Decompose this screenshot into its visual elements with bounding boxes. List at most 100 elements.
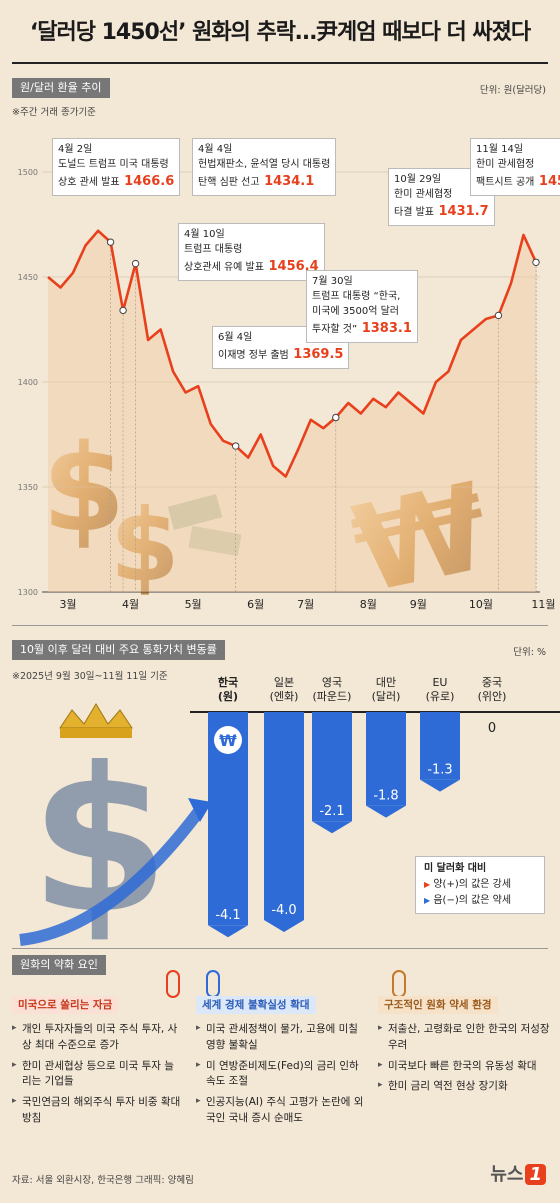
legend-positive-text: 양(+)의 값은 강세 <box>433 879 512 890</box>
annotation-date: 11월 14일 <box>476 144 524 155</box>
decorative-currency-art: $ $ ₩ <box>42 420 500 620</box>
factor-list-1: 개인 투자자들의 미국 주식 투자, 사상 최대 수준으로 증가 한미 관세협상… <box>12 1022 182 1132</box>
annotation-value: 1466.6 <box>119 174 175 189</box>
bar <box>264 712 304 920</box>
category-label: EU (유로) <box>425 676 455 703</box>
factor-item: 미국 관세정책이 물가, 고용에 미칠 영향 불확실 <box>196 1022 368 1054</box>
series-area <box>48 230 536 593</box>
annotation-value: 1431.7 <box>433 204 489 219</box>
x-tick-label: 6월 <box>247 598 264 611</box>
annotation-date: 4월 4일 <box>198 144 233 155</box>
bar-value-label: 0 <box>488 721 496 736</box>
bar-value-label: -4.0 <box>271 903 296 918</box>
bar-arrowhead <box>208 925 248 938</box>
data-point <box>131 259 140 268</box>
annotation-text: 상호 관세 발표 1466.6 <box>58 174 175 189</box>
y-tick-label: 1400 <box>18 378 38 387</box>
annotation-text: 미국에 3500억 달러 <box>312 306 400 317</box>
annotation-text: 탄핵 심판 선고 1434.1 <box>198 174 315 189</box>
bar-value-label: -4.1 <box>215 908 240 923</box>
change-unit: 단위: % <box>513 647 546 658</box>
change-note: ※2025년 9월 30일~11월 11일 기준 <box>12 671 168 682</box>
svg-text:₩: ₩ <box>342 458 500 620</box>
bar-value-label: -1.8 <box>373 789 398 804</box>
annotation-value: 1383.1 <box>357 321 412 336</box>
annotation-date: 6월 4일 <box>218 332 253 343</box>
annotation-value: 1434.1 <box>259 174 315 189</box>
section-label-rate: 원/달러 환율 추이 <box>12 78 110 98</box>
annotation-date: 10월 29일 <box>394 174 442 185</box>
factor-head-1: 미국으로 쏠리는 자금 <box>12 996 119 1014</box>
factor-head-3: 구조적인 원화 약세 환경 <box>378 996 498 1014</box>
annotation-date: 4월 10일 <box>184 229 225 240</box>
bar-arrowhead <box>264 920 304 932</box>
factor-item: 한미 관세협상 등으로 미국 투자 늘리는 기업들 <box>12 1059 182 1091</box>
x-tick-label: 9월 <box>410 598 427 611</box>
currency-change-bar-chart: -4.1 ₩ -4.0 -2.1 -1.8 -1.3 0 <box>190 711 560 938</box>
category-label: 일본 (엔화) <box>269 676 299 703</box>
annotation-text: 이재명 정부 출범 1369.5 <box>218 347 344 362</box>
factor-item: 국민연금의 해외주식 투자 비중 확대 방침 <box>12 1095 182 1127</box>
section-label-factors: 원화의 약화 요인 <box>12 955 106 975</box>
x-tick-label: 7월 <box>297 598 314 611</box>
data-point <box>532 258 540 267</box>
paperclip-icon <box>206 970 220 998</box>
logo-text: 뉴스 <box>490 1164 524 1185</box>
y-tick-label: 1450 <box>18 273 38 282</box>
annotation-text: 트럼프 대통령 “한국, <box>312 291 401 302</box>
y-tick-label: 1300 <box>18 588 38 597</box>
y-tick-label: 1350 <box>18 483 38 492</box>
factor-list-2: 미국 관세정책이 물가, 고용에 미칠 영향 불확실 미 연방준비제도(Fed)… <box>196 1022 368 1132</box>
factor-list-3: 저출산, 고령화로 인한 한국의 저성장 우려 미국보다 빠른 한국의 유동성 … <box>378 1022 550 1100</box>
factor-item: 저출산, 고령화로 인한 한국의 저성장 우려 <box>378 1022 550 1054</box>
svg-text:$: $ <box>110 487 180 604</box>
factor-head-2: 세계 경제 불확실성 확대 <box>196 996 316 1014</box>
annotation-value: 1457.0 <box>538 174 560 189</box>
factor-item: 미국보다 빠른 한국의 유동성 확대 <box>378 1059 550 1075</box>
annotation-text: 팩트시트 공개 1457.0 <box>476 172 560 192</box>
category-label: 대만 (달러) <box>371 676 401 703</box>
annotation-date: 7월 30일 <box>312 276 353 287</box>
legend-negative: ▶ 음(−)의 값은 약세 <box>424 895 512 906</box>
factor-item: 인공지능(AI) 주식 고평가 논란에 외국인 국내 증시 순매도 <box>196 1095 368 1127</box>
annotation-text: 헌법재판소, 윤석열 당시 대통령 <box>198 159 331 170</box>
won-sign-icon: ₩ <box>219 731 237 750</box>
dollar-crown-illustration: $ <box>19 703 212 950</box>
legend-negative-text: 음(−)의 값은 약세 <box>433 895 512 906</box>
annotation-text: 상호관세 유예 발표 1456.4 <box>184 259 319 274</box>
x-tick-label: 4월 <box>122 598 139 611</box>
annotation-text: 한미 관세협정 <box>394 189 453 200</box>
bar-value-label: -1.3 <box>427 763 452 778</box>
annotation-text: 투자할 것” 1383.1 <box>312 321 412 336</box>
annotation-date: 4월 2일 <box>58 144 93 155</box>
data-point <box>332 413 340 422</box>
x-tick-label: 5월 <box>185 598 202 611</box>
section-divider-2 <box>12 948 548 949</box>
svg-text:$: $ <box>42 420 126 559</box>
annotation-text: 타결 발표 1431.7 <box>394 204 489 219</box>
won-badge <box>214 726 242 754</box>
bar-value-label: -2.1 <box>319 804 344 819</box>
title-divider <box>12 62 548 64</box>
bar <box>366 712 406 806</box>
x-tick-label: 11월 <box>531 598 555 611</box>
section-divider <box>12 625 548 626</box>
annotation-text: 도널드 트럼프 미국 대통령 <box>58 159 169 170</box>
legend-title: 미 달러화 대비 <box>424 863 487 874</box>
logo-mark: 1 <box>525 1164 546 1185</box>
category-label: 중국 (위안) <box>477 676 507 703</box>
bar <box>312 712 352 822</box>
annotation-value: 1369.5 <box>288 347 344 362</box>
section-label-change: 10월 이후 달러 대비 주요 통화가치 변동률 <box>12 640 225 660</box>
y-tick-label: 1500 <box>18 168 38 177</box>
news1-logo: 뉴스 1 <box>490 1160 546 1186</box>
bar <box>420 712 460 780</box>
factor-item: 한미 금리 역전 현상 장기화 <box>378 1079 550 1095</box>
annotation-text: 트럼프 대통령 <box>184 244 243 255</box>
factor-item: 미 연방준비제도(Fed)의 금리 인하 속도 조절 <box>196 1059 368 1091</box>
